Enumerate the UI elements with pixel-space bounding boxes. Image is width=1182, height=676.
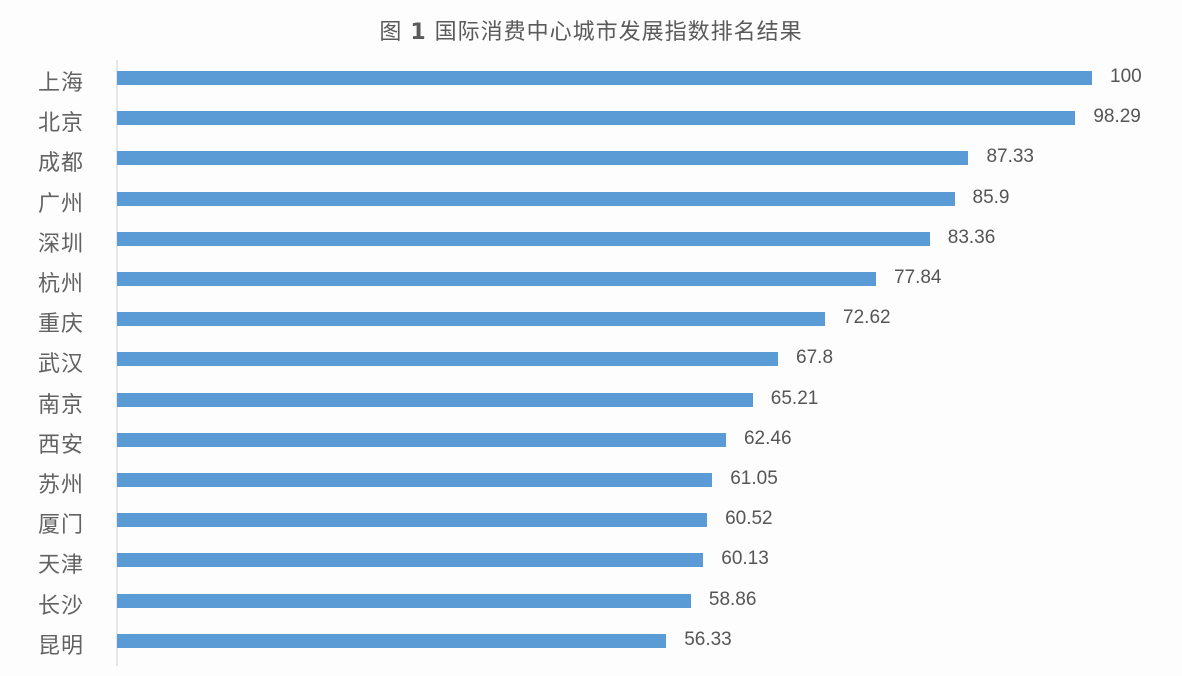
bar-row: 成都 87.33 xyxy=(0,138,1182,178)
bar xyxy=(117,272,876,286)
bar xyxy=(117,312,826,327)
value-label: 87.33 xyxy=(986,146,1034,168)
category-label: 重庆 xyxy=(38,312,85,338)
bar xyxy=(117,593,691,608)
bar xyxy=(117,513,708,528)
bar xyxy=(117,151,969,166)
category-label: 厦门 xyxy=(38,513,85,539)
value-label: 62.46 xyxy=(743,427,792,449)
bar-row: 厦门 60.52 xyxy=(0,500,1182,540)
bar xyxy=(117,111,1076,126)
value-label: 67.8 xyxy=(796,347,834,369)
value-label: 72.62 xyxy=(843,307,891,329)
value-label: 60.52 xyxy=(725,508,773,530)
category-label: 昆明 xyxy=(38,633,85,659)
bar xyxy=(117,473,713,487)
bar-row: 北京 98.29 xyxy=(0,98,1182,138)
value-label: 61.05 xyxy=(730,468,778,489)
value-label: 98.29 xyxy=(1093,106,1141,128)
value-label: 100 xyxy=(1110,66,1142,87)
chart-title: 图 1 国际消费中心城市发展指数排名结果 xyxy=(0,14,1182,46)
bar-row: 西安 62.46 xyxy=(0,420,1182,460)
value-label: 60.13 xyxy=(721,548,769,570)
bar-row: 昆明 56.33 xyxy=(0,621,1182,661)
title-number: 1 xyxy=(410,20,427,45)
bar-row: 上海 100 xyxy=(0,58,1182,98)
value-label: 58.86 xyxy=(708,588,757,610)
category-label: 上海 xyxy=(38,71,85,96)
value-label: 77.84 xyxy=(893,267,942,288)
category-label: 广州 xyxy=(38,191,85,217)
bar-row: 武汉 67.8 xyxy=(0,339,1182,379)
bar-row: 重庆 72.62 xyxy=(0,299,1182,339)
bar xyxy=(117,392,753,407)
category-label: 天津 xyxy=(38,553,85,579)
bar xyxy=(117,231,930,246)
bar xyxy=(117,191,955,206)
bar xyxy=(117,352,779,367)
category-label: 苏州 xyxy=(38,473,85,498)
value-label: 85.9 xyxy=(972,186,1010,208)
category-label: 西安 xyxy=(38,432,85,458)
value-label: 65.21 xyxy=(770,387,819,409)
bar xyxy=(117,71,1092,85)
bar-row: 苏州 61.05 xyxy=(0,460,1182,500)
bar-row: 杭州 77.84 xyxy=(0,259,1182,299)
bar xyxy=(117,432,726,447)
category-label: 北京 xyxy=(38,111,85,137)
category-label: 长沙 xyxy=(38,593,85,619)
bar-row: 南京 65.21 xyxy=(0,380,1182,420)
category-label: 成都 xyxy=(38,151,85,177)
category-label: 南京 xyxy=(38,392,85,418)
category-label: 武汉 xyxy=(38,352,85,378)
category-label: 深圳 xyxy=(38,231,85,257)
category-label: 杭州 xyxy=(38,272,85,297)
title-text: 国际消费中心城市发展指数排名结果 xyxy=(434,20,803,45)
bar-row: 广州 85.9 xyxy=(0,179,1182,219)
value-label: 56.33 xyxy=(684,628,732,650)
bar-row: 深圳 83.36 xyxy=(0,219,1182,259)
bar xyxy=(117,553,704,568)
title-prefix: 图 xyxy=(379,20,403,45)
value-label: 83.36 xyxy=(947,226,996,248)
bar xyxy=(117,633,667,648)
bar-row: 天津 60.13 xyxy=(0,540,1182,580)
bar-row: 长沙 58.86 xyxy=(0,581,1182,621)
